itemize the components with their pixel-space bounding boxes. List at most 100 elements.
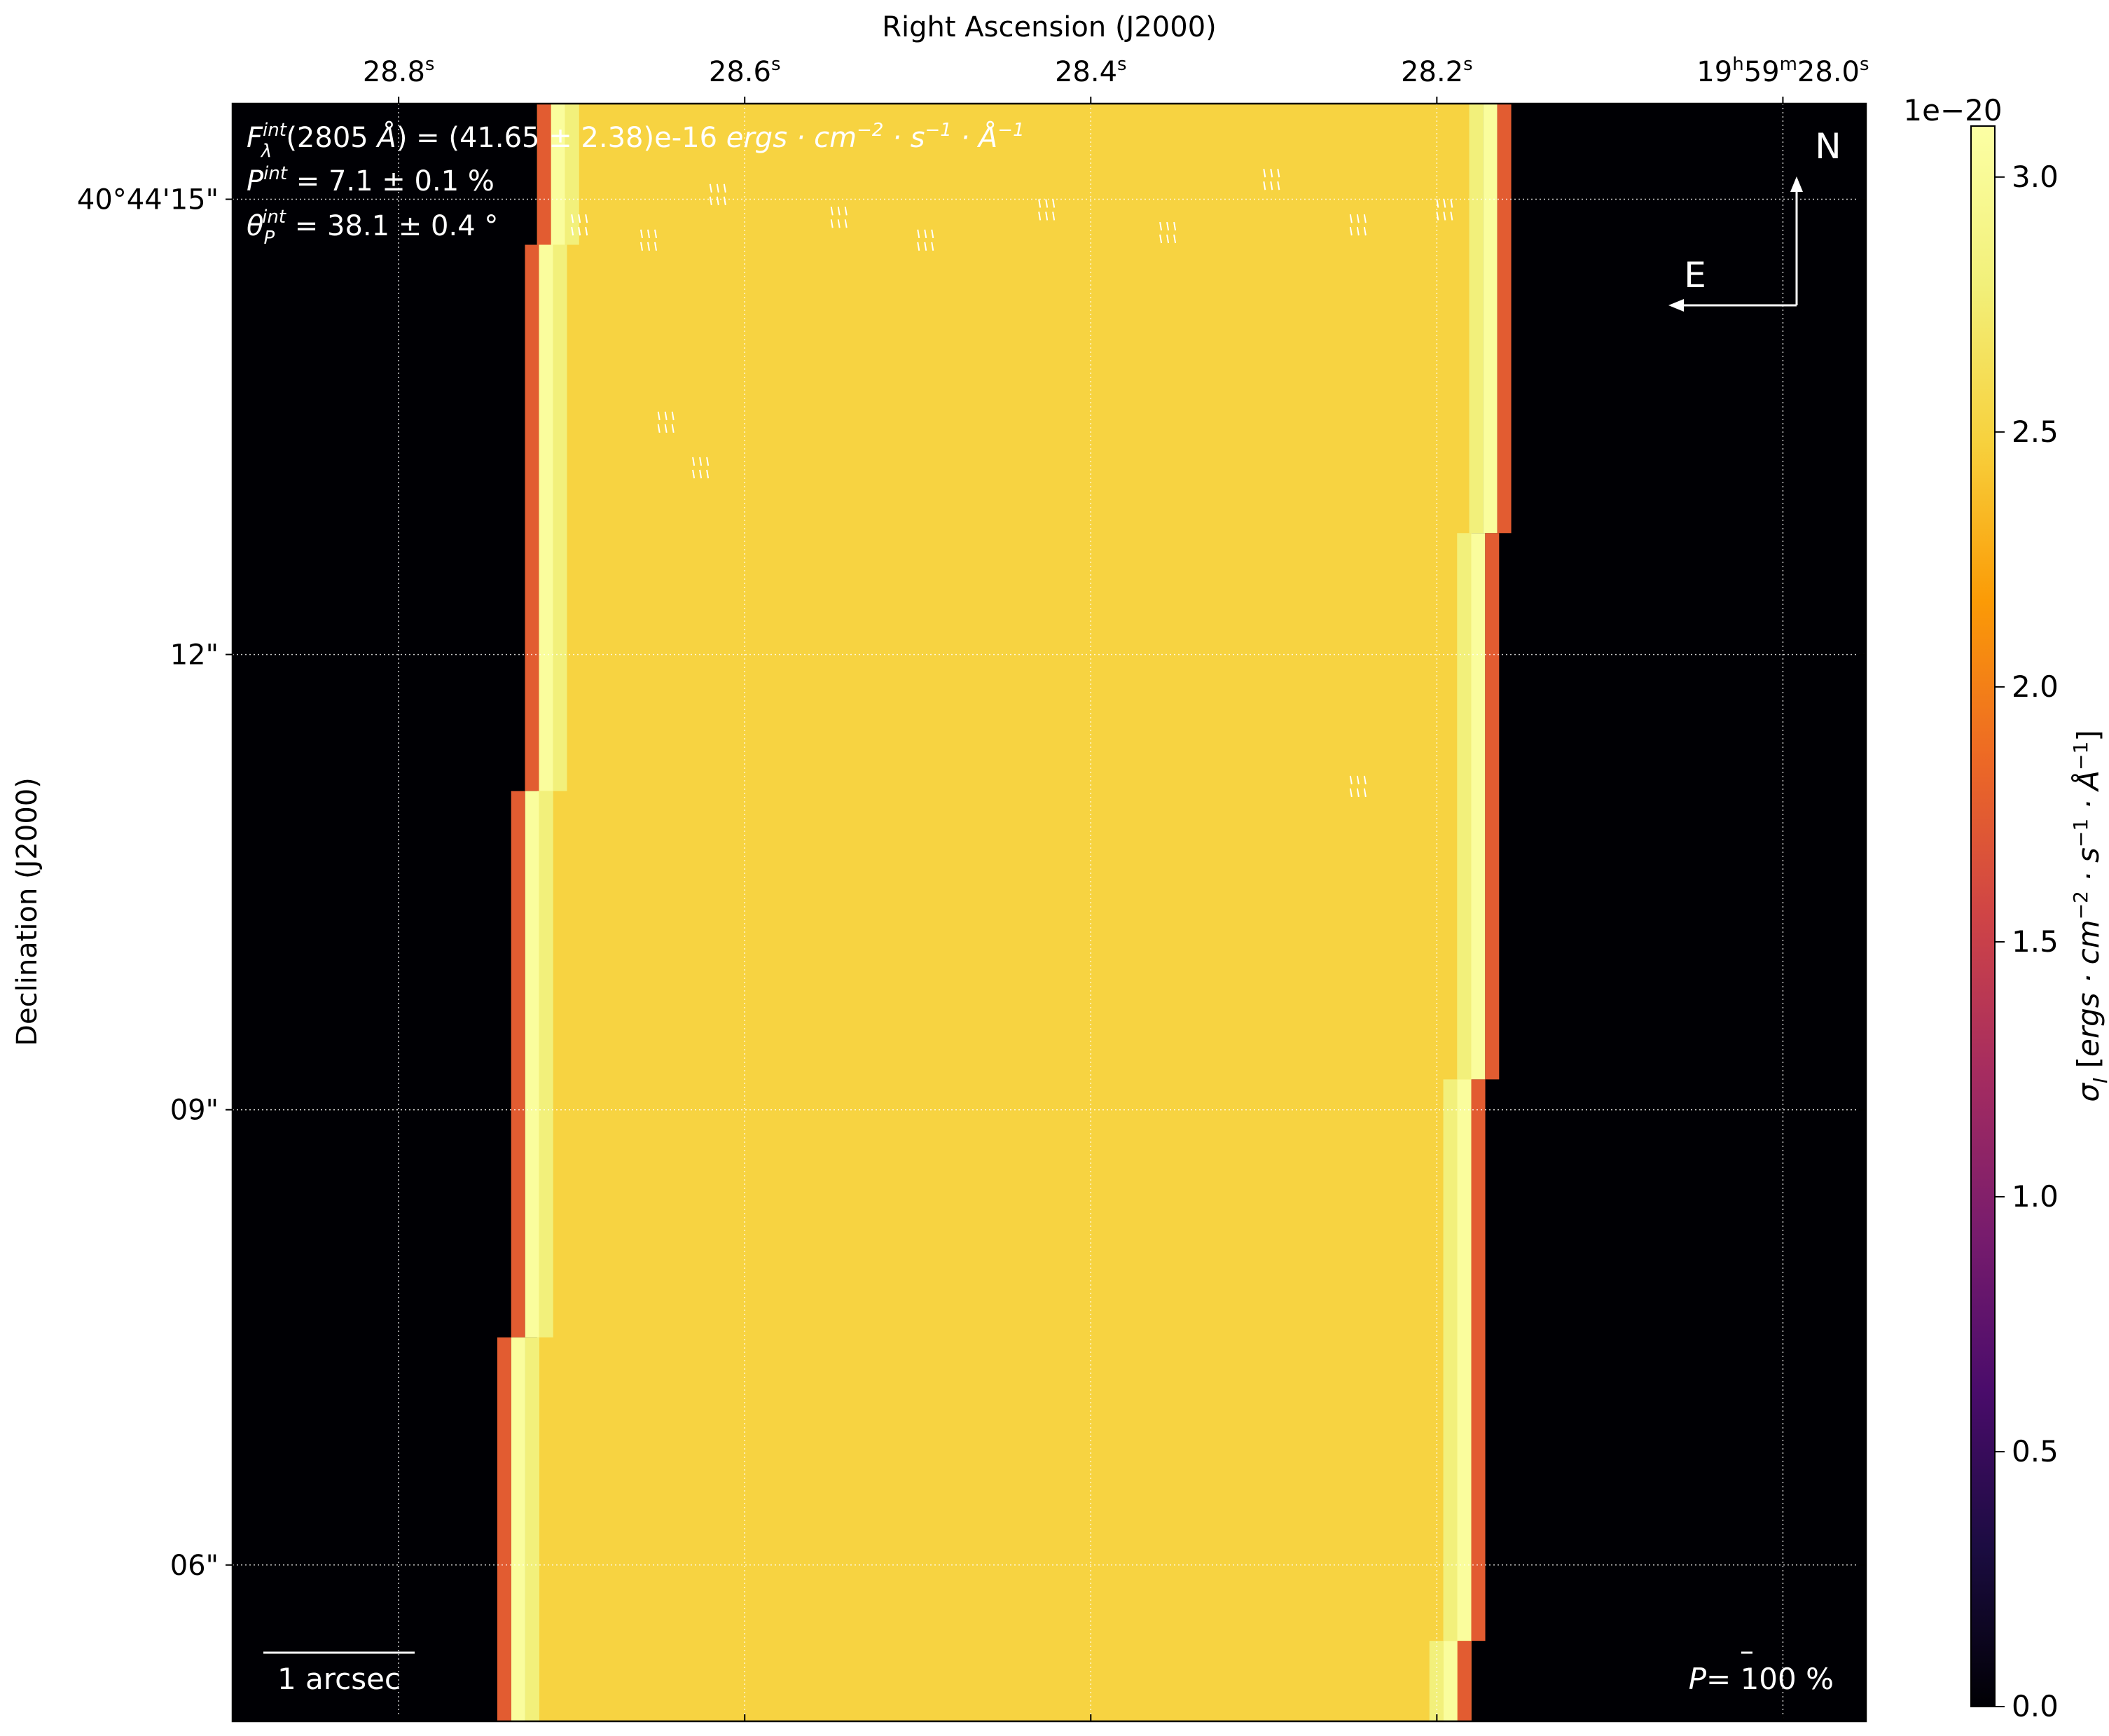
pol-vector (830, 207, 834, 216)
pol-vector (1166, 234, 1170, 244)
pol-vector (578, 214, 581, 223)
pol-vector (1277, 181, 1280, 190)
pol-vector (692, 469, 696, 479)
pol-vector (706, 469, 710, 479)
x-tick-label: 19h59m28.0s (1696, 54, 1869, 88)
map-right-edge-mid (1429, 1641, 1444, 1721)
polarization-vectors (571, 169, 1453, 798)
pol-vector (1349, 214, 1353, 223)
map-right-edge-high (1457, 1079, 1472, 1641)
map-left-edge-high (525, 791, 539, 1338)
map-right-edge-low (1497, 104, 1512, 534)
pol-vector (1363, 227, 1367, 236)
pol-vector (671, 411, 675, 421)
y-tick-label: 12" (170, 639, 219, 672)
y-tick-label: 09" (170, 1095, 219, 1127)
pol-vector (830, 219, 834, 228)
pol-vector (1045, 211, 1049, 221)
pol-vector (837, 207, 841, 216)
pol-vector (1363, 214, 1367, 223)
map-left-edge-high (511, 1337, 525, 1721)
x-tick-label: 28.4s (1055, 54, 1127, 88)
pol-vector (844, 207, 848, 216)
colorbar-tick-label: 3.0 (2012, 160, 2059, 194)
map-right-edge-mid (1469, 104, 1484, 534)
pol-vector (917, 242, 920, 251)
pol-vector (671, 424, 675, 433)
north-arrow-icon (1790, 176, 1803, 192)
pol-vector (716, 183, 719, 193)
colorbar-scale-label: 1e−20 (1903, 93, 2002, 127)
pol-vector (664, 424, 668, 433)
y-tick-label: 40°44'15" (77, 184, 219, 216)
pol-vector (640, 242, 643, 251)
pol-vector (709, 196, 712, 206)
pol-vector (723, 183, 726, 193)
map-left-edge-high (551, 104, 565, 245)
pol-vector (1349, 788, 1353, 798)
pol-vector (692, 457, 696, 466)
map-right-edge-high (1443, 1641, 1458, 1721)
pol-vector (1363, 775, 1367, 785)
axis-ticks: 28.8s 28.6s 28.4s 28.2s 19h59m28.0s 40°44'15"… (77, 54, 1869, 1721)
map-left-edge-low (497, 1337, 511, 1721)
pol-vector (1045, 199, 1049, 208)
pol-vector (1356, 214, 1360, 223)
y-axis-label: Declination (J2000) (11, 777, 43, 1046)
pol-vector (578, 227, 581, 236)
compass-rose: N E (1668, 126, 1841, 312)
pol-vector (585, 214, 588, 223)
arcsec-scale-label: 1 arcsec (277, 1662, 401, 1696)
pol-vector (1159, 234, 1163, 244)
pol-vector (1038, 211, 1042, 221)
colorbar-tick-label: 2.0 (2012, 669, 2059, 704)
pol-vector (1159, 221, 1163, 231)
pol-vector (1052, 211, 1056, 221)
pol-vector (657, 424, 661, 433)
colorbar-tick-label: 1.0 (2012, 1179, 2059, 1214)
pol-vector (1443, 199, 1446, 208)
map-right-edge-low (1485, 533, 1500, 1080)
pol-vector (1450, 211, 1453, 221)
pol-vector (931, 242, 934, 251)
pol-vector (924, 229, 927, 239)
pol-vector (571, 214, 574, 223)
pol-vector (1166, 221, 1170, 231)
map-interior (537, 104, 1472, 1721)
map-right-edge-low (1457, 1641, 1472, 1721)
pol-vector (1270, 181, 1273, 190)
pol-vector (709, 183, 712, 193)
pol-vector (1349, 775, 1353, 785)
angle-annotation: θPint = 38.1 ± 0.4 ° (247, 207, 498, 249)
pol-vector (1443, 211, 1446, 221)
map-left-edge-mid (553, 244, 567, 791)
pol-vector (654, 229, 657, 239)
pol-vector (716, 196, 719, 206)
pol-vector (640, 229, 643, 239)
y-tick-label: 06" (170, 1550, 219, 1582)
pol-vector (837, 219, 841, 228)
pol-vector (924, 242, 927, 251)
east-label: E (1684, 255, 1706, 296)
map-left-edge-mid (525, 1337, 539, 1721)
map-right-edge-high (1483, 104, 1498, 534)
pol-vector (1263, 169, 1266, 178)
x-axis-label: Right Ascension (J2000) (882, 11, 1217, 43)
colorbar-label: σI [ergs · cm−2 · s−1 · Å−1] (2069, 730, 2109, 1102)
map-right-edge-mid (1443, 1079, 1458, 1641)
pol-vector (1277, 169, 1280, 178)
colorbar-tick-label: 1.5 (2012, 924, 2059, 959)
x-tick-label: 28.2s (1401, 54, 1473, 88)
map-left-edge-high (539, 244, 553, 791)
map-left-edge-mid (565, 104, 579, 245)
pol-annotation: Pint = 7.1 ± 0.1 % (247, 163, 495, 197)
pol-vector (1356, 227, 1360, 236)
colorbar-tick-label: 0.5 (2012, 1434, 2059, 1468)
pol-vector (1173, 221, 1177, 231)
pol-vector (585, 227, 588, 236)
pol-vector (1038, 199, 1042, 208)
map-left-edge-low (511, 791, 525, 1338)
map-right-edge-high (1471, 533, 1486, 1080)
map-left-edge-mid (539, 791, 553, 1338)
map-left-edge-low (537, 104, 551, 245)
